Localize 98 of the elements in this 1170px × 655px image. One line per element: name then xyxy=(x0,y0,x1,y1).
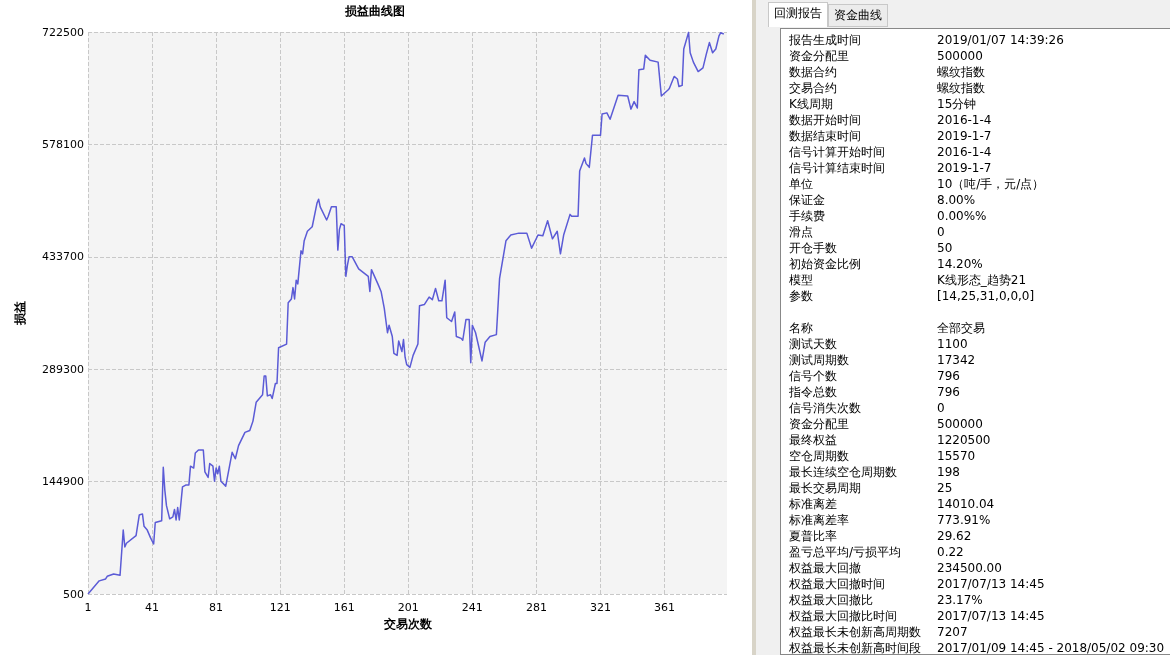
text: 0.00%% xyxy=(937,209,987,223)
text: 资金曲线 xyxy=(828,4,888,27)
text: 0 xyxy=(937,225,945,239)
text: 10（吨/手，元/点） xyxy=(937,177,1045,191)
category-label: 标准离差 xyxy=(789,496,838,512)
x-tick-label: 321 xyxy=(589,601,611,614)
category-label: 标准离差率 xyxy=(789,512,850,528)
text: [14,25,31,0,0,0] xyxy=(937,289,1035,303)
text: 2016-1-4 xyxy=(937,113,992,127)
category-label: 权益最大回撤时间 xyxy=(789,576,886,592)
category-label: 盈亏总平均/亏损平均 xyxy=(789,544,903,560)
text: 773.91% xyxy=(937,513,991,527)
category-label: 信号计算结束时间 xyxy=(789,160,886,176)
x-tick-label: 161 xyxy=(333,601,355,614)
text: 2019-1-7 xyxy=(937,161,992,175)
category-label: 数据开始时间 xyxy=(789,112,862,128)
y-tick-label: 578100 xyxy=(42,137,84,151)
text: 8.00% xyxy=(937,193,976,207)
category-label: 空仓周期数 xyxy=(789,448,850,464)
text: 500000 xyxy=(937,49,983,63)
category-label: 模型 xyxy=(789,272,814,288)
text: 2017/07/13 14:45 xyxy=(937,577,1045,591)
category-label: 滑点 xyxy=(789,224,814,240)
text: 2019-1-7 xyxy=(937,129,992,143)
category-label: 交易合约 xyxy=(789,80,838,96)
text: 14010.04 xyxy=(937,497,995,511)
text: 14.20% xyxy=(937,257,983,271)
text: 2019/01/07 14:39:26 xyxy=(937,33,1064,47)
category-label: 数据结束时间 xyxy=(789,128,862,144)
text: 29.62 xyxy=(937,529,972,543)
category-label: 信号消失次数 xyxy=(789,400,862,416)
text: 螺纹指数 xyxy=(937,65,985,79)
category-label: 夏普比率 xyxy=(789,528,838,544)
category-label: 权益最长未创新高时间段 xyxy=(789,640,922,655)
category-label: 单位 xyxy=(789,176,814,192)
text: 23.17% xyxy=(937,593,983,607)
category-label: K线周期 xyxy=(789,96,834,112)
text: 17342 xyxy=(937,353,976,367)
category-label: 开仓手数 xyxy=(789,240,838,256)
text: 回测报告 xyxy=(768,2,828,27)
category-label: 测试天数 xyxy=(789,336,838,352)
text: 796 xyxy=(937,385,960,399)
x-tick-label: 1 xyxy=(84,601,92,614)
category-label: 权益最长未创新高周期数 xyxy=(789,624,922,640)
text: 2017/01/09 14:45 - 2018/05/02 09:30 xyxy=(937,641,1165,655)
y-tick-label: 722500 xyxy=(42,25,84,39)
category-label: 报告生成时间 xyxy=(789,32,862,48)
text: 1100 xyxy=(937,337,968,351)
y-tick-label: 433700 xyxy=(42,250,84,264)
text: 234500.00 xyxy=(937,561,1002,575)
text: 2016-1-4 xyxy=(937,145,992,159)
y-tick-label: 289300 xyxy=(42,362,84,376)
x-tick-label: 281 xyxy=(525,601,547,614)
text: 15570 xyxy=(937,449,976,463)
category-label: 测试周期数 xyxy=(789,352,850,368)
category-label: 最长连续空仓周期数 xyxy=(789,464,898,480)
text: 螺纹指数 xyxy=(937,81,985,95)
category-label: 权益最大回撤比 xyxy=(789,592,874,608)
text: 500000 xyxy=(937,417,983,431)
category-label: 权益最大回撤比时间 xyxy=(789,608,898,624)
category-label: 保证金 xyxy=(789,192,826,208)
category-label: 数据合约 xyxy=(789,64,838,80)
category-label: 资金分配里 xyxy=(789,416,850,432)
category-label: 权益最大回撤 xyxy=(789,560,862,576)
chart-title: 损益曲线图 xyxy=(344,4,405,18)
category-label: 资金分配里 xyxy=(789,48,850,64)
category-label: 初始资金比例 xyxy=(789,256,862,272)
x-axis-title: 交易次数 xyxy=(382,617,433,631)
category-label: 指令总数 xyxy=(789,384,838,400)
text: 50 xyxy=(937,241,953,255)
text: 7207 xyxy=(937,625,968,639)
category-label: 名称 xyxy=(789,320,814,336)
category-label: 最终权益 xyxy=(789,432,838,448)
category-label: 最长交易周期 xyxy=(789,480,862,496)
text: 0.22 xyxy=(937,545,964,559)
x-tick-label: 41 xyxy=(145,601,160,614)
line-series xyxy=(87,31,725,595)
x-tick-label: 121 xyxy=(269,601,291,614)
text: 15分钟 xyxy=(937,97,977,111)
category-label: 信号计算开始时间 xyxy=(789,144,886,160)
text: 0 xyxy=(937,401,945,415)
category-label: 信号个数 xyxy=(789,368,838,384)
x-tick-label: 361 xyxy=(654,601,676,614)
y-tick-label: 144900 xyxy=(42,475,84,489)
text: 198 xyxy=(937,465,960,479)
category-label: 参数 xyxy=(789,288,814,304)
y-tick-label: 500 xyxy=(63,587,84,601)
text: 796 xyxy=(937,369,960,383)
y-axis-title: 损益 xyxy=(13,301,27,326)
text: 2017/07/13 14:45 xyxy=(937,609,1045,623)
text: 1220500 xyxy=(937,433,991,447)
text: K线形态_趋势21 xyxy=(937,273,1027,287)
category-label: 手续费 xyxy=(789,208,826,224)
text: 全部交易 xyxy=(937,321,985,335)
x-tick-label: 201 xyxy=(397,601,419,614)
text: 25 xyxy=(937,481,953,495)
x-tick-label: 81 xyxy=(209,601,224,614)
x-tick-label: 241 xyxy=(461,601,483,614)
